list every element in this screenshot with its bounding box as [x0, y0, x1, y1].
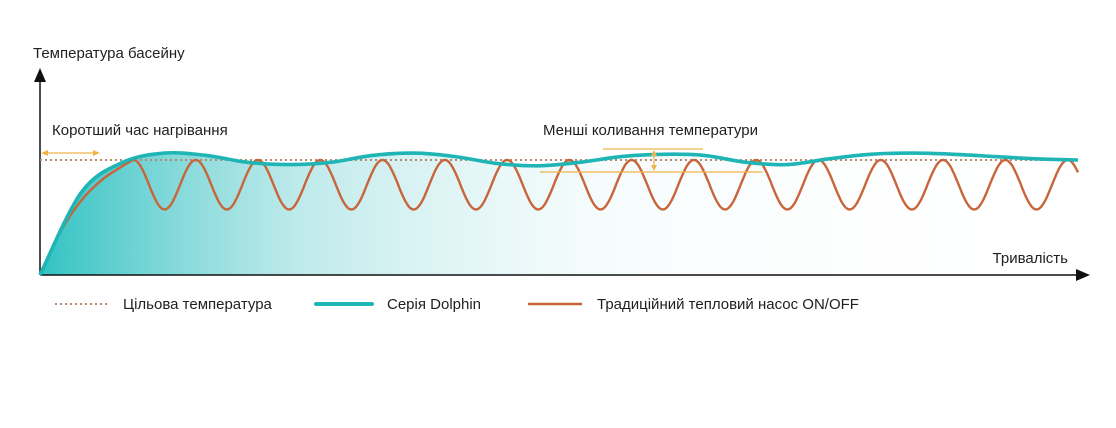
- traditional-series-line: [38, 158, 1080, 276]
- dolphin-area-fill: [40, 152, 1078, 275]
- legend-target-label: Цільова температура: [123, 296, 273, 313]
- heating-time-label: Коротший час нагрівання: [52, 122, 228, 139]
- heating-time-annotation: Коротший час нагрівання: [41, 122, 228, 156]
- y-axis-label: Температура басейну: [33, 45, 185, 62]
- x-axis-arrow: [1076, 269, 1090, 281]
- fluctuation-label: Менші коливання температури: [543, 122, 758, 139]
- y-axis-arrow: [34, 68, 46, 82]
- x-axis-label: Тривалість: [993, 250, 1069, 267]
- fluctuation-annotation: Менші коливання температури: [540, 122, 763, 173]
- legend-traditional-label: Традиційний тепловий насос ON/OFF: [597, 296, 859, 313]
- dolphin-series-line: [38, 150, 1079, 276]
- legend: Цільова температура Серія Dolphin Традиц…: [55, 296, 859, 313]
- legend-dolphin-label: Серія Dolphin: [387, 296, 481, 313]
